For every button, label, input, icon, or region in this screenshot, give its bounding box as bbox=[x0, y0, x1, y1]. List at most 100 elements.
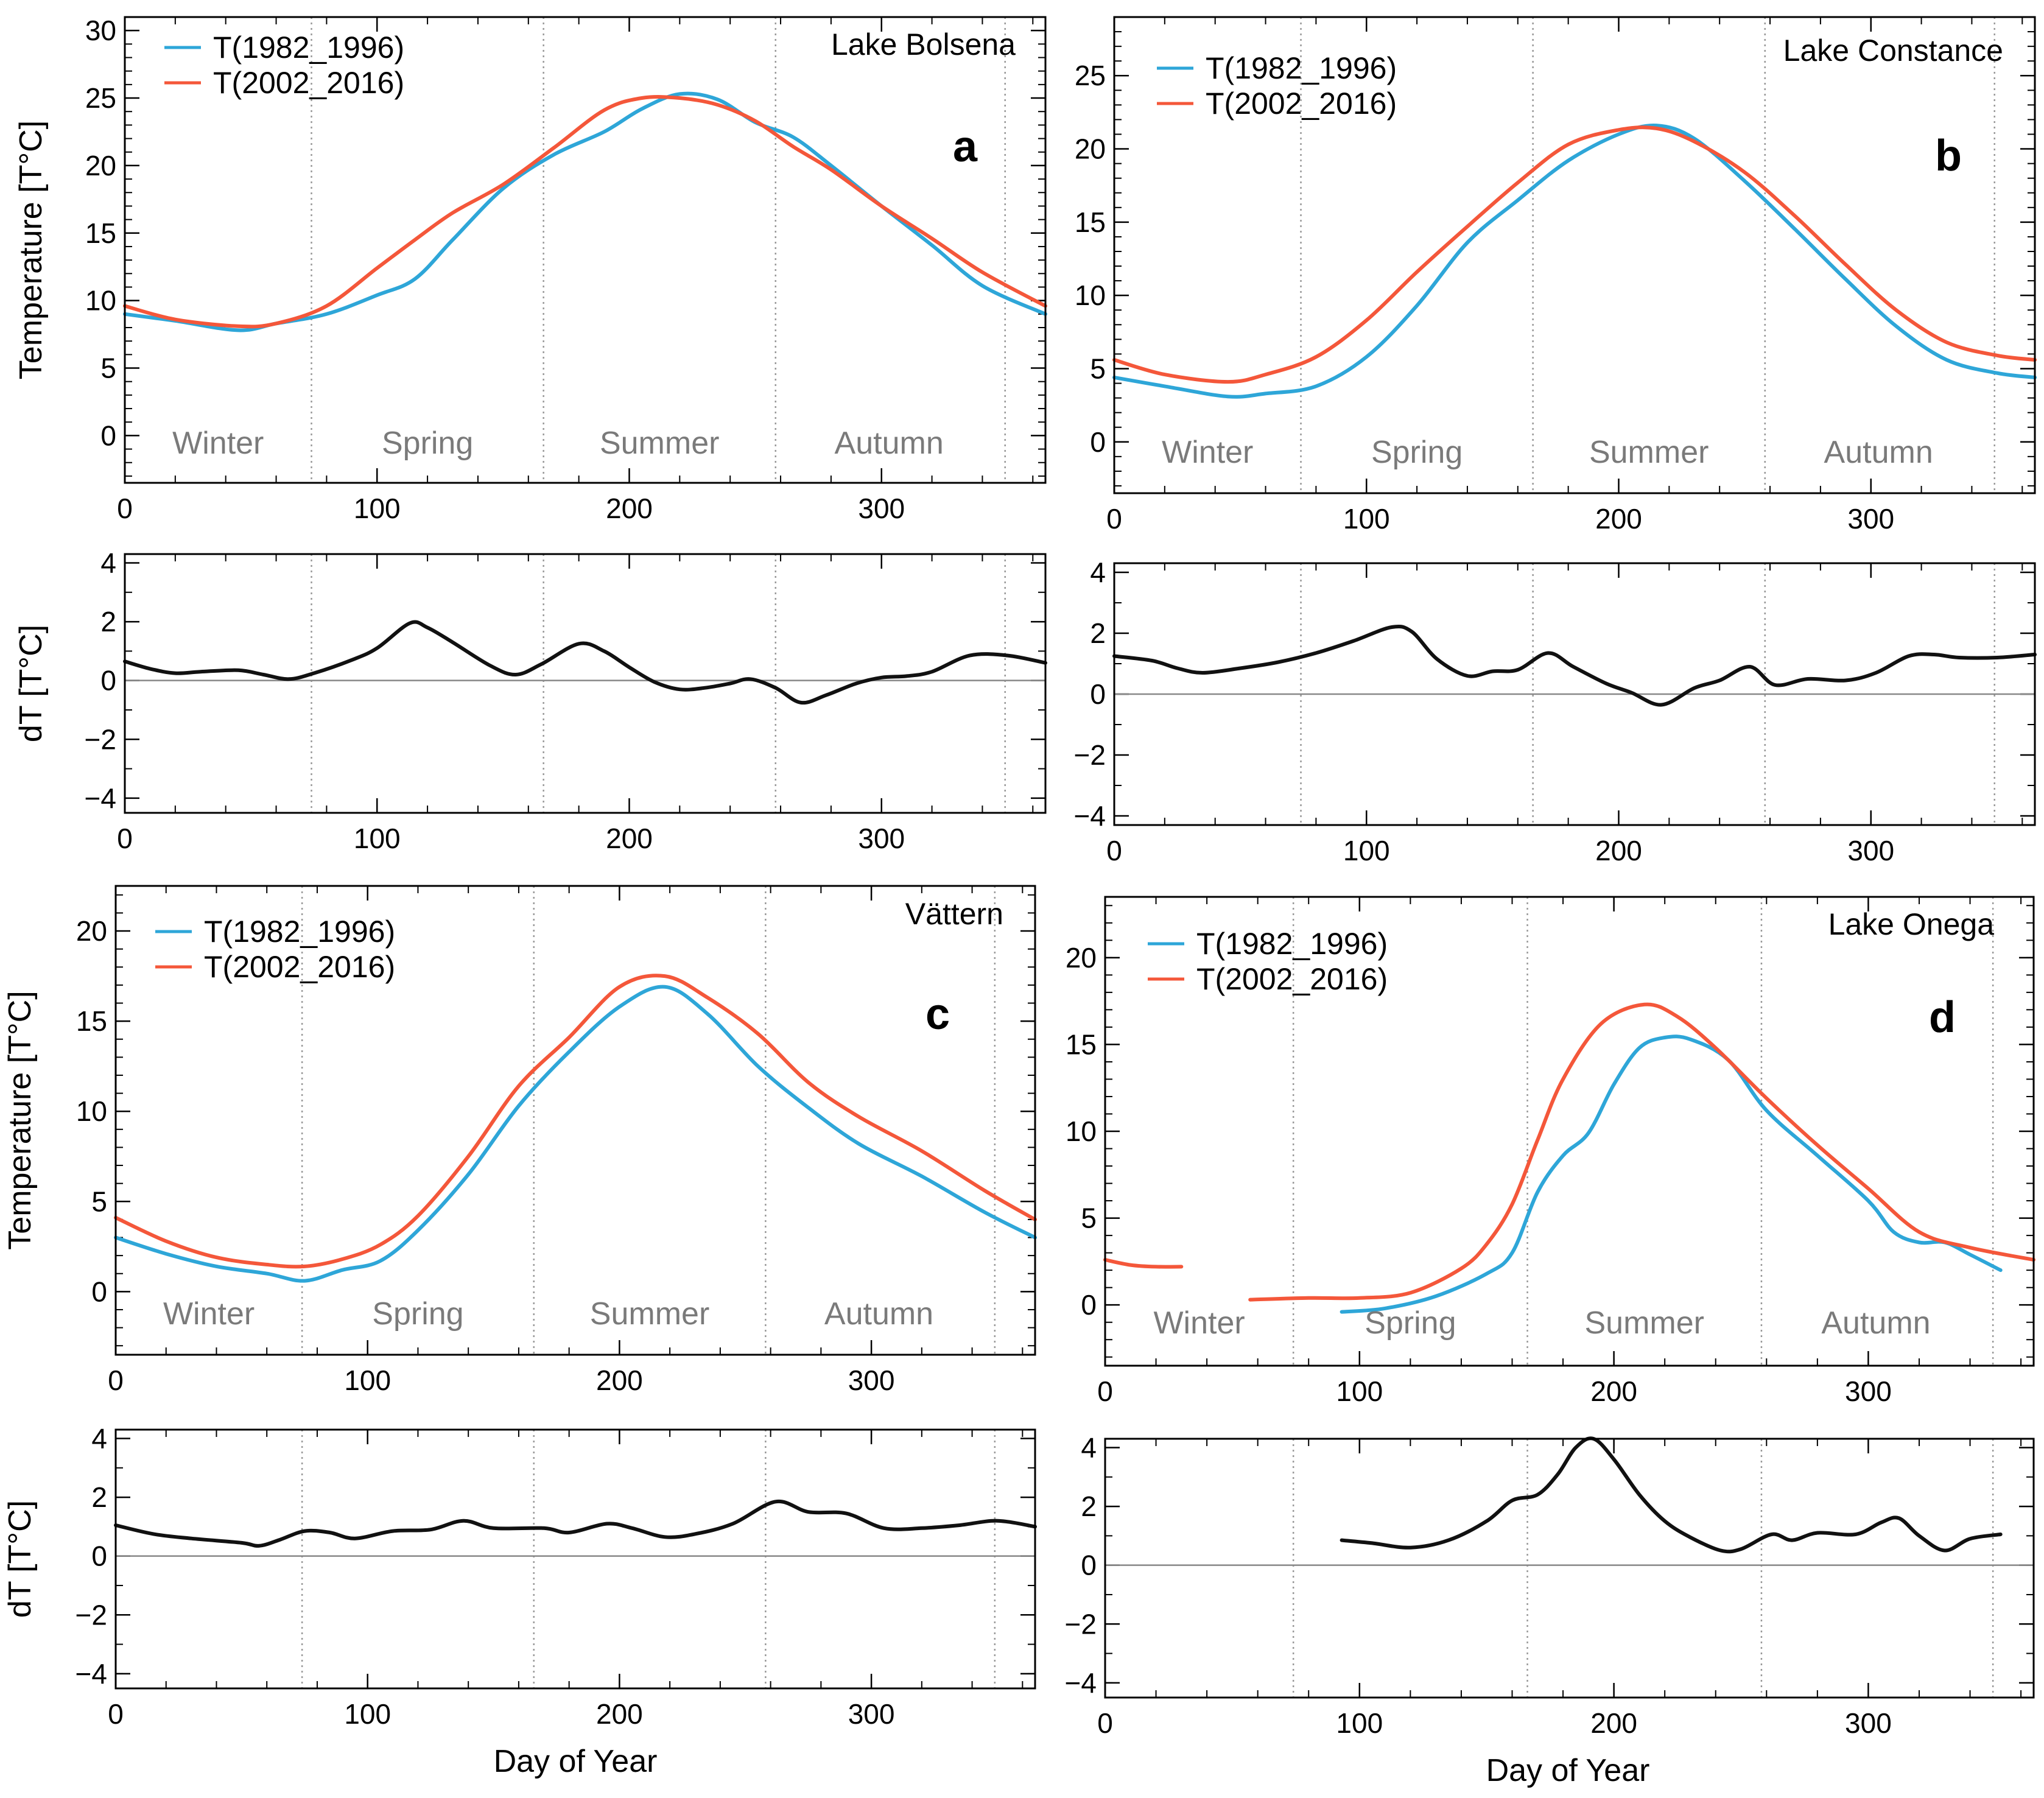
panel-b-temp-y-tick-label: 20 bbox=[1075, 133, 1106, 165]
panel-c-dt-line bbox=[114, 1499, 1037, 1548]
panel-c-dt-y-tick-label: −4 bbox=[76, 1658, 107, 1690]
panel-a-dt-frame bbox=[124, 553, 1047, 814]
panel-d-season-label: Summer bbox=[1585, 1305, 1704, 1341]
panel-a-temp-y-tick-label: 0 bbox=[100, 420, 116, 451]
panel-a-temp-y-tick-label: 25 bbox=[85, 82, 116, 114]
panel-d-temp-y-tick-label: 0 bbox=[1081, 1289, 1097, 1321]
panel-b-series-2002-2016 bbox=[1112, 125, 2037, 384]
panel-a-season-label: Winter bbox=[172, 426, 264, 461]
panel-a-temp-x-tick-label: 200 bbox=[606, 493, 653, 524]
panel-a-temp-frame bbox=[124, 16, 1047, 484]
panel-d-temp-x-tick-label: 300 bbox=[1845, 1375, 1892, 1407]
panel-d-series-1982-1996 bbox=[1340, 1034, 2003, 1314]
panel-a-temp-y-tick-label: 5 bbox=[100, 353, 116, 384]
panel-d-dt-y-tick-label: 4 bbox=[1081, 1431, 1097, 1463]
panel-c-series-1982-1996 bbox=[114, 985, 1037, 1283]
panel-c-temp-x-tick-label: 100 bbox=[344, 1364, 391, 1396]
panel-b-dt-y-tick-label: 2 bbox=[1090, 617, 1106, 649]
panel-a-dt-x-tick-label: 100 bbox=[354, 823, 401, 854]
panel-d-season-label: Autumn bbox=[1821, 1305, 1930, 1341]
panel-d-temp-y-tick-label: 15 bbox=[1066, 1028, 1097, 1060]
panel-a-dt-line bbox=[123, 620, 1047, 705]
panel-b-letter: b bbox=[1935, 132, 1962, 180]
panel-b-temp-x-tick-label: 200 bbox=[1595, 503, 1642, 535]
panel-b-temp-y-tick-label: 10 bbox=[1075, 279, 1106, 311]
panel-b-dt-frame bbox=[1113, 562, 2036, 826]
panel-b-dt-x-tick-label: 100 bbox=[1343, 835, 1390, 866]
panel-c-temp-x-tick-label: 300 bbox=[848, 1364, 895, 1396]
panel-c-temp-y-tick-label: 10 bbox=[76, 1095, 107, 1127]
panel-c-dt-y-tick-label: 0 bbox=[91, 1540, 107, 1572]
panel-a-season-label: Spring bbox=[382, 426, 473, 461]
panel-d-lake-name: Lake Onega bbox=[1828, 907, 1995, 941]
panel-c-season-label: Summer bbox=[590, 1296, 709, 1332]
panel-c-dt-x-tick-label: 100 bbox=[344, 1698, 391, 1730]
panel-c-season-label: Spring bbox=[372, 1296, 463, 1332]
panel-a-temp-y-tick-label: 30 bbox=[85, 15, 116, 46]
panel-c-dt-y-tick-label: −2 bbox=[76, 1599, 107, 1631]
panel-c-legend-label: T(2002_2016) bbox=[204, 950, 395, 984]
panel-b-temp-y-tick-label: 15 bbox=[1075, 206, 1106, 238]
panel-d-dt-y-tick-label: −4 bbox=[1065, 1667, 1097, 1699]
panel-c-dt-x-tick-label: 300 bbox=[848, 1698, 895, 1730]
panel-a-dt-y-tick-label: −4 bbox=[85, 782, 116, 814]
panel-d-series-2002-2016 bbox=[1103, 1258, 1184, 1269]
panel-a-temp-x-tick-label: 300 bbox=[858, 493, 905, 524]
panel-d-dt-x-tick-label: 300 bbox=[1845, 1707, 1892, 1739]
panel-a-dt-x-tick-label: 200 bbox=[606, 823, 653, 854]
panel-a-temp-y-tick-label: 10 bbox=[85, 285, 116, 317]
panel-c-letter: c bbox=[925, 990, 950, 1039]
panel-a-temp-ylabel: Temperature [T°C] bbox=[13, 121, 49, 379]
panel-b-temp-y-tick-label: 0 bbox=[1090, 426, 1106, 458]
panel-a-legend-label: T(1982_1996) bbox=[213, 30, 404, 65]
panel-a-letter: a bbox=[953, 122, 978, 171]
panel-b-series-1982-1996 bbox=[1112, 123, 2037, 399]
panel-b-temp-x-tick-label: 300 bbox=[1847, 503, 1894, 535]
panel-d-dt-frame bbox=[1104, 1438, 2035, 1699]
panel-d-temp-frame bbox=[1104, 896, 2035, 1367]
panel-c-temp-x-tick-label: 0 bbox=[108, 1364, 124, 1396]
panel-c-temp-y-tick-label: 20 bbox=[76, 915, 107, 947]
panel-a-dt-ylabel: dT [T°C] bbox=[13, 625, 49, 742]
panel-b-season-label: Spring bbox=[1371, 435, 1463, 470]
panel-d-temp-y-tick-label: 5 bbox=[1081, 1203, 1097, 1234]
panel-c-season-label: Winter bbox=[163, 1296, 255, 1332]
panel-c-lake-name: Vättern bbox=[905, 897, 1003, 931]
x-axis-title-right: Day of Year bbox=[1486, 1753, 1650, 1788]
panel-c-temp-ylabel: Temperature [T°C] bbox=[2, 991, 38, 1249]
panel-c-dt-frame bbox=[114, 1428, 1036, 1690]
panel-b-legend-label: T(1982_1996) bbox=[1206, 51, 1397, 85]
panel-d-season-label: Spring bbox=[1364, 1305, 1456, 1341]
panel-d-temp-y-tick-label: 10 bbox=[1066, 1115, 1097, 1147]
panel-b-dt-y-tick-label: 4 bbox=[1090, 557, 1106, 588]
panel-d-dt-x-tick-label: 200 bbox=[1590, 1707, 1637, 1739]
panel-c-dt-x-tick-label: 200 bbox=[596, 1698, 643, 1730]
panel-a-dt-y-tick-label: 2 bbox=[100, 606, 116, 637]
panel-a-season-label: Summer bbox=[600, 426, 719, 461]
panel-d-series-2002-2016 bbox=[1248, 1002, 2035, 1302]
panel-b-dt-y-tick-label: −4 bbox=[1074, 800, 1106, 832]
panel-d-season-label: Winter bbox=[1153, 1305, 1245, 1341]
panel-d-legend-label: T(1982_1996) bbox=[1196, 927, 1388, 961]
panel-c-temp-y-tick-label: 15 bbox=[76, 1005, 107, 1037]
panel-c-dt-y-tick-label: 2 bbox=[91, 1481, 107, 1513]
panel-b-temp-frame bbox=[1113, 16, 2036, 494]
panel-b-temp-y-tick-label: 5 bbox=[1090, 353, 1106, 384]
panel-a-dt-x-tick-label: 0 bbox=[117, 823, 133, 854]
panel-c-temp-y-tick-label: 5 bbox=[91, 1185, 107, 1217]
panel-b-dt-line bbox=[1112, 624, 2037, 707]
panel-b-lake-name: Lake Constance bbox=[1783, 33, 2003, 68]
panel-b-temp-y-tick-label: 25 bbox=[1075, 60, 1106, 91]
panel-c-dt-x-tick-label: 0 bbox=[108, 1698, 124, 1730]
panel-b-legend-label: T(2002_2016) bbox=[1206, 86, 1397, 121]
panel-b-dt-y-tick-label: −2 bbox=[1074, 739, 1106, 771]
panel-d-dt-x-tick-label: 100 bbox=[1336, 1707, 1383, 1739]
x-axis-title-left: Day of Year bbox=[494, 1744, 658, 1779]
panel-c-dt-y-tick-label: 4 bbox=[91, 1422, 107, 1454]
panel-a-series-1982-1996 bbox=[123, 91, 1047, 332]
panel-d-temp-x-tick-label: 100 bbox=[1336, 1375, 1383, 1407]
panel-d-dt-x-tick-label: 0 bbox=[1097, 1707, 1113, 1739]
panel-d-dt-y-tick-label: 2 bbox=[1081, 1491, 1097, 1522]
panel-c-dt-ylabel: dT [T°C] bbox=[2, 1500, 38, 1618]
